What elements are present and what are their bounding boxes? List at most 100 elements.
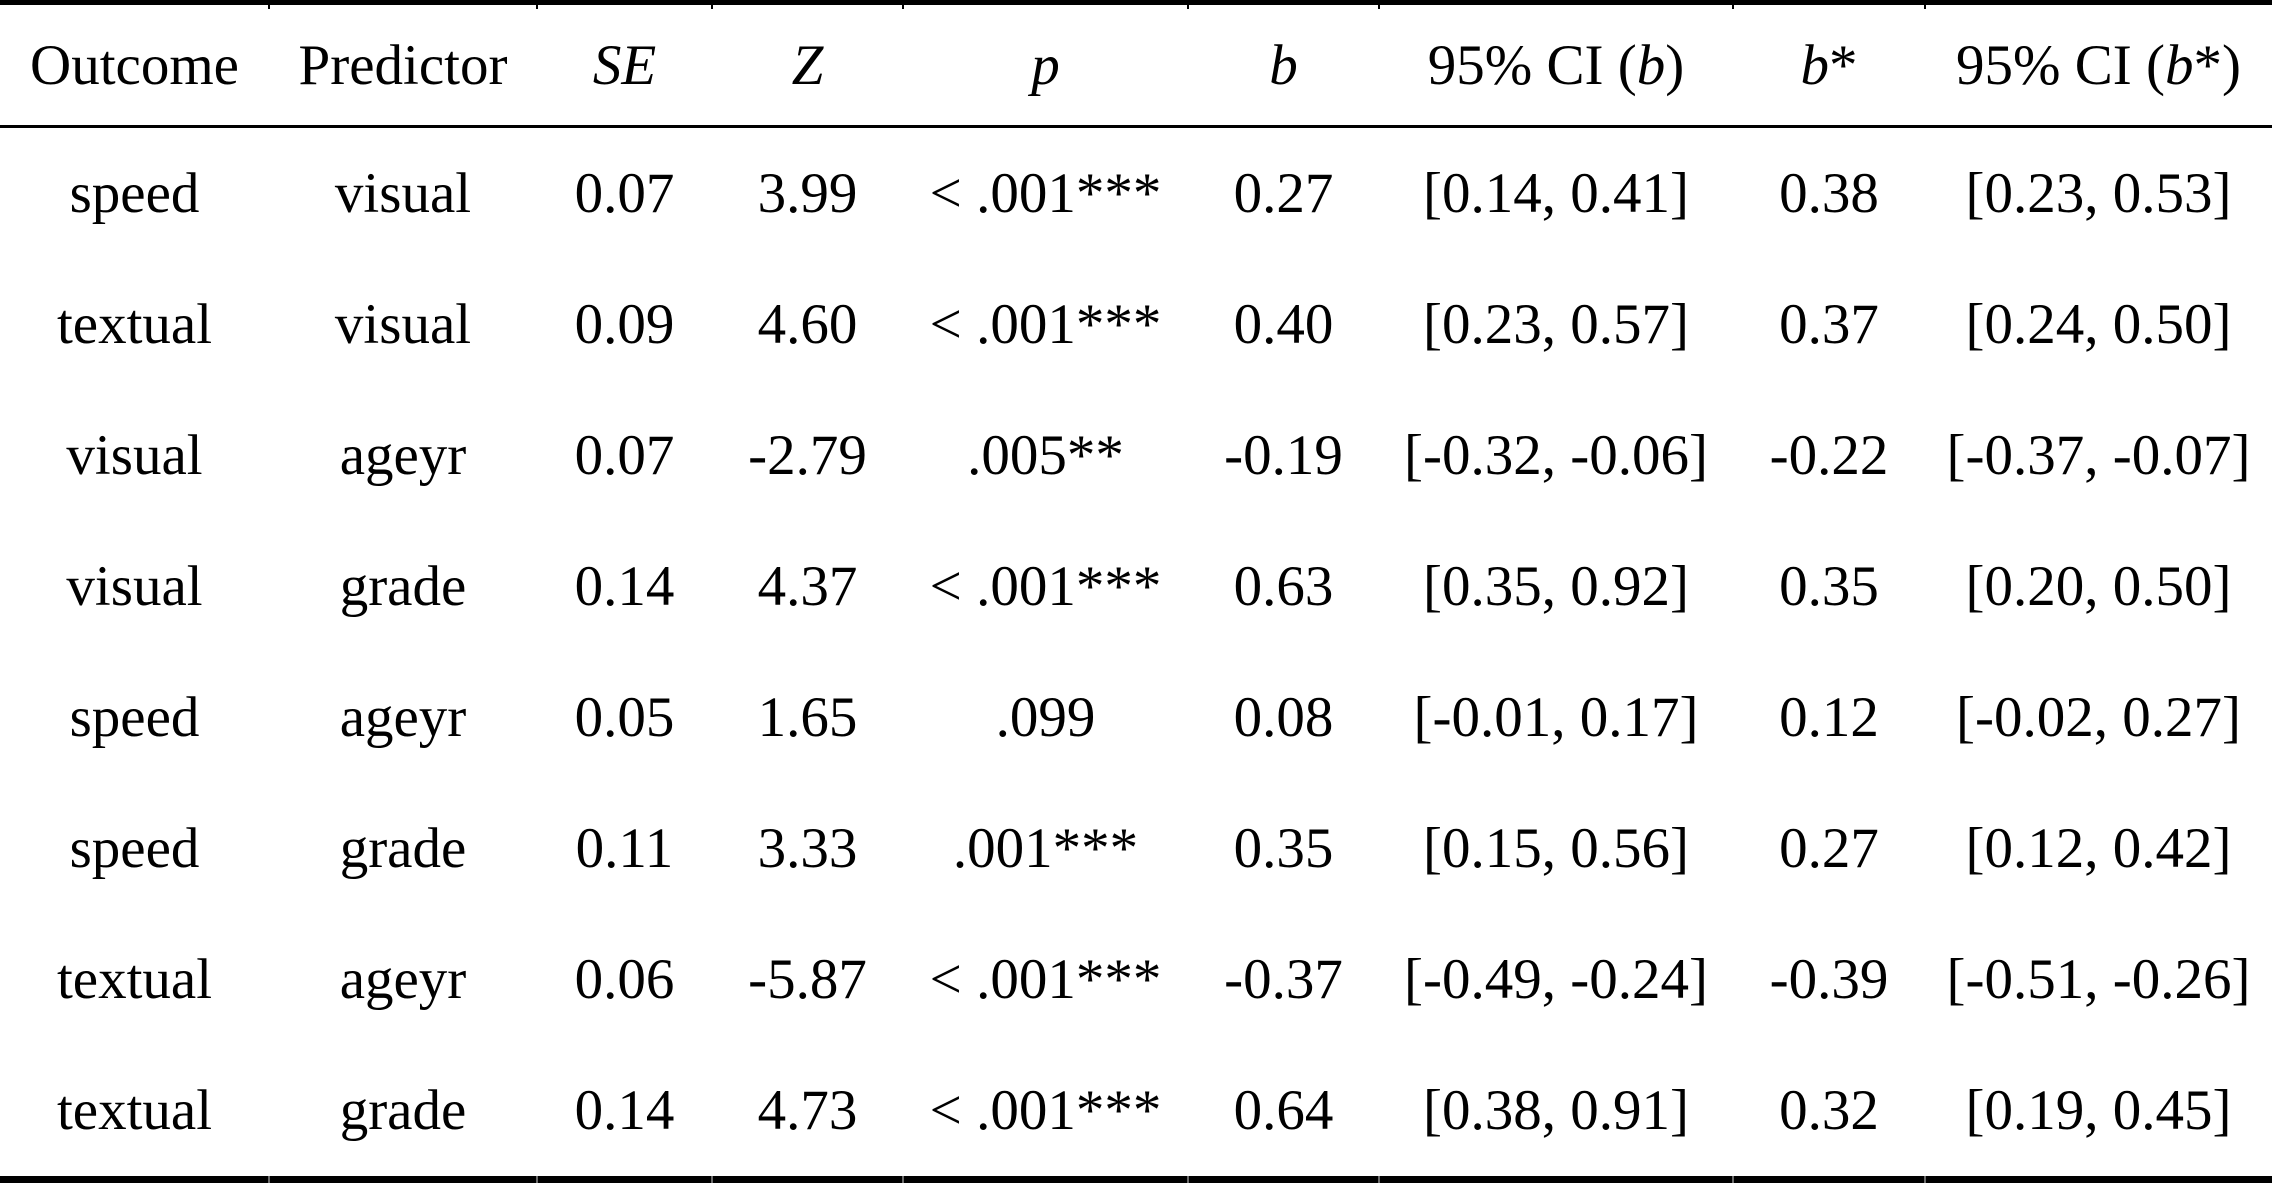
- cell-ci-b-star: [0.12, 0.42]: [1965, 817, 2232, 880]
- cell-z: -2.79: [748, 424, 867, 487]
- header-text: 95% CI (: [1956, 33, 2165, 97]
- cell-outcome: speed: [69, 817, 200, 880]
- column-boundary-tick: [268, 0, 270, 9]
- column-boundary-tick: [1732, 0, 1734, 9]
- cell-se: 0.06: [574, 948, 675, 1011]
- cell-ci-b-star: [0.20, 0.50]: [1965, 555, 2232, 618]
- cell-p: < .001***: [929, 162, 1162, 225]
- cell-ci-b-star: [-0.02, 0.27]: [1956, 686, 2241, 749]
- cell-b: -0.19: [1224, 424, 1343, 487]
- col-header-outcome: Outcome: [0, 2, 269, 128]
- cell-predictor: grade: [339, 1079, 467, 1142]
- column-boundary-tick: [711, 0, 713, 9]
- column-boundary-tick: [902, 1176, 904, 1183]
- cell-p: < .001***: [929, 293, 1162, 356]
- cell-outcome: textual: [56, 293, 213, 356]
- cell-b: 0.27: [1233, 162, 1334, 225]
- column-boundary-tick: [1732, 1176, 1734, 1183]
- table-row: speed visual 0.07 3.99 < .001*** 0.27 [0…: [0, 127, 2272, 260]
- cell-outcome: visual: [66, 424, 203, 487]
- cell-predictor: ageyr: [339, 686, 467, 749]
- cell-se: 0.14: [574, 555, 675, 618]
- cell-ci-b: [0.23, 0.57]: [1423, 293, 1689, 356]
- cell-z: 4.37: [757, 555, 858, 618]
- column-boundary-tick: [1924, 1176, 1926, 1183]
- cell-predictor: visual: [334, 162, 472, 225]
- col-header-b: b: [1188, 2, 1379, 128]
- cell-ci-b: [-0.01, 0.17]: [1413, 686, 1699, 749]
- column-boundary-tick: [1924, 0, 1926, 9]
- cell-outcome: textual: [56, 1079, 213, 1142]
- cell-ci-b: [0.15, 0.56]: [1423, 817, 1689, 880]
- cell-outcome: speed: [69, 686, 200, 749]
- cell-se: 0.05: [574, 686, 675, 749]
- cell-b: 0.63: [1233, 555, 1334, 618]
- cell-z: 3.33: [757, 817, 858, 880]
- cell-se: 0.09: [574, 293, 675, 356]
- header-text: 95% CI (: [1427, 33, 1637, 97]
- cell-z: 1.65: [757, 686, 858, 749]
- cell-predictor: grade: [339, 555, 467, 618]
- cell-z: 4.73: [757, 1079, 858, 1142]
- column-boundary-tick: [536, 1176, 538, 1183]
- cell-z: 4.60: [757, 293, 858, 356]
- col-header-ci-b: 95% CI (b): [1379, 2, 1733, 128]
- cell-ci-b: [0.38, 0.91]: [1423, 1079, 1689, 1142]
- cell-predictor: ageyr: [339, 424, 467, 487]
- cell-predictor: ageyr: [339, 948, 467, 1011]
- cell-p: < .001***: [929, 1079, 1162, 1142]
- col-header-predictor: Predictor: [269, 2, 537, 128]
- column-boundary-tick: [536, 0, 538, 9]
- cell-ci-b-star: [0.24, 0.50]: [1965, 293, 2232, 356]
- cell-se: 0.07: [574, 162, 675, 225]
- cell-p: .005**: [967, 424, 1124, 487]
- table-row: textual ageyr 0.06 -5.87 < .001*** -0.37…: [0, 914, 2272, 1045]
- header-text: Predictor: [298, 33, 508, 97]
- column-boundary-tick: [1378, 0, 1380, 9]
- cell-p: .099: [995, 686, 1096, 749]
- cell-predictor: visual: [334, 293, 472, 356]
- cell-ci-b-star: [-0.37, -0.07]: [1946, 424, 2251, 487]
- cell-b-star: 0.27: [1779, 817, 1879, 880]
- column-boundary-tick: [268, 1176, 270, 1183]
- table-row: textual grade 0.14 4.73 < .001*** 0.64 […: [0, 1045, 2272, 1180]
- col-header-p: p: [903, 2, 1188, 128]
- cell-b-star: 0.12: [1779, 686, 1879, 749]
- cell-b-star: 0.35: [1779, 555, 1879, 618]
- cell-predictor: grade: [339, 817, 467, 880]
- cell-p: .001***: [952, 817, 1139, 880]
- col-header-ci-b-star: 95% CI (b*): [1925, 2, 2272, 128]
- header-text: Outcome: [30, 33, 239, 97]
- column-boundary-tick: [1187, 0, 1189, 9]
- column-boundary-tick: [1378, 1176, 1380, 1183]
- column-boundary-tick: [902, 0, 904, 9]
- cell-b-star: -0.39: [1769, 948, 1889, 1011]
- cell-ci-b-star: [-0.51, -0.26]: [1946, 948, 2251, 1011]
- cell-b-star: -0.22: [1769, 424, 1889, 487]
- cell-b-star: 0.32: [1779, 1079, 1879, 1142]
- cell-b: 0.35: [1233, 817, 1334, 880]
- cell-se: 0.14: [574, 1079, 675, 1142]
- table-row: textual visual 0.09 4.60 < .001*** 0.40 …: [0, 259, 2272, 390]
- cell-b: -0.37: [1224, 948, 1343, 1011]
- cell-z: 3.99: [757, 162, 858, 225]
- cell-outcome: textual: [56, 948, 213, 1011]
- header-row: Outcome Predictor SE Z p b 95% CI (b) b*…: [0, 2, 2272, 128]
- cell-se: 0.07: [574, 424, 675, 487]
- cell-b: 0.64: [1233, 1079, 1334, 1142]
- cell-se: 0.11: [575, 817, 674, 880]
- table-row: visual ageyr 0.07 -2.79 .005** -0.19 [-0…: [0, 390, 2272, 521]
- col-header-z: Z: [712, 2, 903, 128]
- cell-outcome: speed: [69, 162, 200, 225]
- col-header-se: SE: [537, 2, 712, 128]
- table-row: speed grade 0.11 3.33 .001*** 0.35 [0.15…: [0, 783, 2272, 914]
- column-boundary-tick: [711, 1176, 713, 1183]
- cell-p: < .001***: [929, 948, 1162, 1011]
- cell-ci-b: [-0.49, -0.24]: [1404, 948, 1708, 1011]
- col-header-b-star: b*: [1733, 2, 1925, 128]
- cell-b-star: 0.38: [1779, 162, 1879, 225]
- table-row: visual grade 0.14 4.37 < .001*** 0.63 [0…: [0, 521, 2272, 652]
- cell-p: < .001***: [929, 555, 1162, 618]
